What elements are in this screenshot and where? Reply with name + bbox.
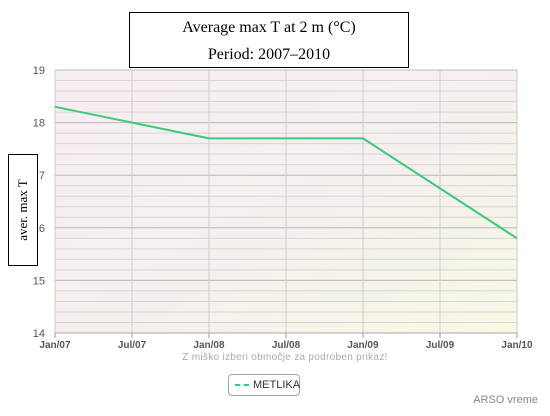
x-tick-label: Jul/07 bbox=[118, 340, 147, 351]
series-line[interactable] bbox=[54, 105, 518, 240]
legend-swatch bbox=[235, 384, 249, 386]
series-group[interactable] bbox=[53, 105, 519, 241]
title-box: Average max T at 2 m (°C) Period: 2007–2… bbox=[129, 12, 409, 68]
credits-link[interactable]: ARSO vreme bbox=[473, 394, 538, 406]
y-tick-label: 14 bbox=[33, 328, 45, 340]
legend[interactable]: METLIKA bbox=[228, 374, 300, 396]
x-tick-label: Jul/08 bbox=[272, 340, 301, 351]
y-tick-label: 19 bbox=[33, 65, 45, 77]
y-axis-label-box: aver. max T bbox=[8, 154, 38, 266]
x-tick-label: Jan/09 bbox=[347, 340, 379, 351]
zoom-hint: Z miško izberi območje za podroben prika… bbox=[182, 352, 388, 363]
chart-subtitle: Period: 2007–2010 bbox=[207, 46, 331, 63]
chart-title: Average max T at 2 m (°C) bbox=[182, 19, 356, 36]
y-axis-label: aver. max T bbox=[15, 179, 30, 241]
x-tick-label: Jan/10 bbox=[501, 340, 533, 351]
legend-label[interactable]: METLIKA bbox=[253, 379, 301, 391]
y-tick-label: 15 bbox=[33, 275, 45, 287]
x-tick-label: Jul/09 bbox=[426, 340, 455, 351]
x-axis: Jan/07 Jul/07 Jan/08 Jul/08 Jan/09 Jul/09 Jan/… bbox=[39, 332, 533, 351]
x-tick-label: Jan/08 bbox=[193, 340, 225, 351]
y-tick-label: 18 bbox=[33, 118, 45, 130]
x-tick-label: Jan/07 bbox=[39, 340, 71, 351]
